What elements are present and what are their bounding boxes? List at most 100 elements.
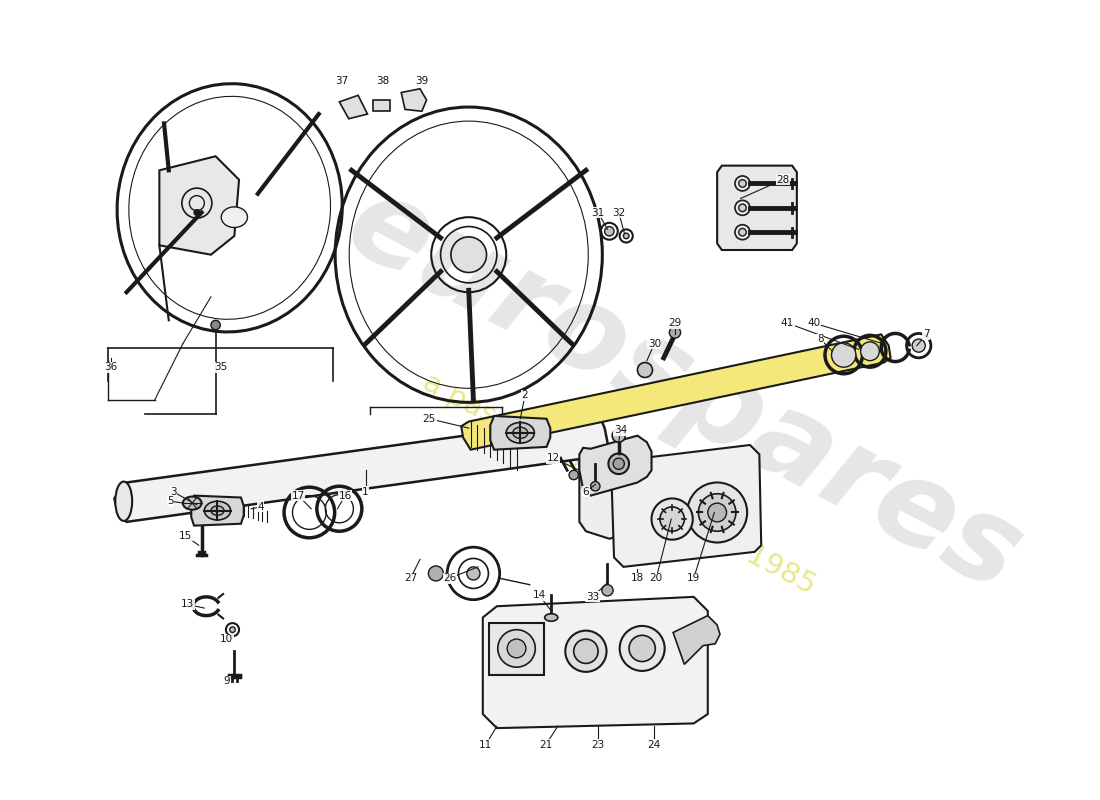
Bar [490,623,543,674]
Circle shape [651,498,693,540]
Text: 5: 5 [167,496,174,506]
Text: 39: 39 [415,76,429,86]
Text: 7: 7 [923,330,930,339]
Ellipse shape [451,237,486,273]
Circle shape [466,567,480,580]
Circle shape [739,180,746,187]
Polygon shape [580,462,618,538]
Polygon shape [191,496,244,526]
Polygon shape [483,597,707,728]
Circle shape [211,320,220,330]
Circle shape [591,482,600,491]
Circle shape [613,458,625,470]
Text: 14: 14 [532,590,546,600]
Circle shape [565,630,606,672]
Circle shape [613,429,625,442]
Text: 25: 25 [422,414,436,424]
Ellipse shape [211,506,224,515]
Circle shape [230,627,235,633]
Circle shape [569,470,579,480]
Polygon shape [114,417,609,522]
Circle shape [602,585,613,596]
Text: 41: 41 [781,318,794,328]
Polygon shape [717,166,796,250]
Text: 40: 40 [807,318,821,328]
Circle shape [832,343,856,367]
Circle shape [605,226,614,236]
Text: 32: 32 [612,207,625,218]
Text: 29: 29 [669,318,682,328]
Text: 28: 28 [777,174,790,185]
Text: 20: 20 [650,573,663,583]
Ellipse shape [183,497,201,510]
Text: 35: 35 [213,362,227,372]
Text: 31: 31 [592,207,605,218]
Text: 9: 9 [223,676,230,686]
Circle shape [574,639,598,663]
Text: 6: 6 [583,487,590,497]
Text: 38: 38 [376,76,389,86]
Polygon shape [461,334,891,450]
Text: 36: 36 [104,362,118,372]
Text: 37: 37 [336,76,349,86]
Ellipse shape [544,614,558,622]
Text: 12: 12 [547,453,560,463]
Circle shape [498,630,536,667]
Text: 23: 23 [592,740,605,750]
Polygon shape [160,156,239,254]
Circle shape [860,342,879,361]
Circle shape [619,626,664,671]
Text: 8: 8 [817,334,824,344]
Text: 13: 13 [180,599,194,610]
Circle shape [507,639,526,658]
Text: 3: 3 [170,487,177,497]
Circle shape [912,339,925,352]
Ellipse shape [221,207,248,227]
Text: 26: 26 [443,573,456,583]
Text: 19: 19 [688,573,701,583]
Text: 15: 15 [179,531,192,541]
Text: 37: 37 [336,76,349,86]
Polygon shape [340,95,367,118]
Circle shape [688,482,747,542]
Circle shape [739,204,746,211]
Bar [373,100,390,111]
Text: 16: 16 [339,490,352,501]
Ellipse shape [205,502,231,520]
Text: 11: 11 [478,740,492,750]
Circle shape [660,507,684,531]
Polygon shape [673,616,720,664]
Circle shape [629,635,656,662]
Circle shape [739,229,746,236]
Text: 10: 10 [220,634,233,644]
Circle shape [707,503,726,522]
Polygon shape [612,445,761,567]
Text: 34: 34 [614,425,627,435]
Text: 27: 27 [404,573,417,583]
Text: 4: 4 [257,502,264,512]
Circle shape [698,494,736,531]
Text: 17: 17 [292,490,305,501]
Circle shape [428,566,443,581]
Text: 30: 30 [648,338,661,349]
Ellipse shape [506,422,535,443]
Text: 21: 21 [539,740,552,750]
Ellipse shape [513,427,528,438]
Circle shape [608,454,629,474]
Polygon shape [580,436,651,496]
Polygon shape [402,89,427,111]
Text: a passion for parts since 1985: a passion for parts since 1985 [418,369,820,600]
Text: 33: 33 [586,592,600,602]
Circle shape [194,210,200,215]
Text: 18: 18 [630,573,645,583]
Text: 38: 38 [376,76,389,86]
Ellipse shape [116,482,132,521]
Circle shape [624,233,629,238]
Text: 2: 2 [521,390,528,400]
Text: 1: 1 [362,487,369,497]
Text: 39: 39 [415,76,429,86]
Circle shape [638,362,652,378]
Circle shape [669,327,681,338]
Text: 24: 24 [648,740,661,750]
Polygon shape [491,416,550,450]
